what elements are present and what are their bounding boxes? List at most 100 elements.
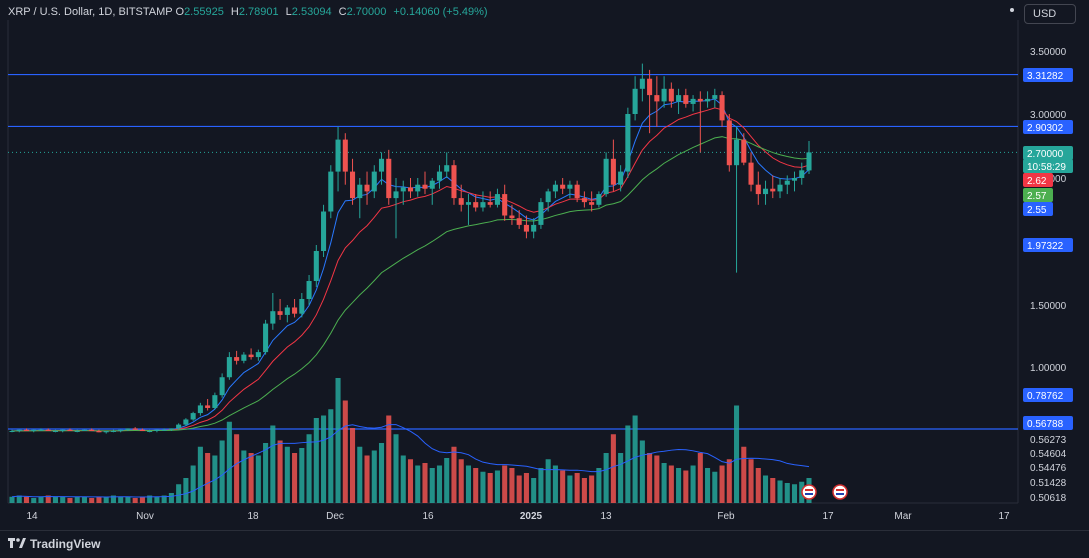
candle-body (168, 428, 174, 430)
volume-bar (364, 455, 370, 503)
price-label-text: 1.97322 (1027, 241, 1064, 252)
price-label-bg (1023, 159, 1073, 173)
volume-bar (139, 496, 145, 503)
volume-bar (791, 484, 798, 503)
price-label-text: 2.55 (1027, 205, 1047, 216)
tradingview-logo-icon (8, 538, 26, 548)
candle (74, 429, 80, 433)
candle-body (610, 158, 616, 185)
price-label-text: 0.56788 (1027, 419, 1064, 430)
flag-icon[interactable] (832, 484, 848, 500)
candle-body (697, 98, 703, 102)
tradingview-logo[interactable]: TradingView (8, 537, 100, 551)
candle (371, 165, 377, 199)
candle (791, 171, 798, 192)
flag-icon[interactable] (801, 484, 817, 500)
price-label-bg (1023, 173, 1053, 187)
volume-bar (176, 484, 182, 503)
price-label-badge: 0.78762 (1023, 388, 1073, 402)
candle-body (89, 429, 95, 431)
volume-bar (89, 498, 95, 503)
time-tick-label: Mar (894, 511, 912, 522)
candle-body (415, 184, 421, 192)
candle (183, 418, 189, 426)
volume-average-line (11, 424, 810, 498)
candle-body (755, 184, 761, 195)
volume-bar (618, 453, 624, 503)
volume-bar (574, 473, 580, 503)
candle-body (734, 139, 740, 166)
candle-body (748, 162, 754, 185)
candle (762, 180, 769, 205)
price-label-text: 2.62 (1027, 176, 1047, 187)
volume-bar (654, 455, 660, 503)
candle (132, 427, 138, 430)
candle-body (176, 424, 182, 429)
close-value: 2.70000 (346, 6, 387, 18)
price-label-text: 0.78762 (1027, 391, 1064, 402)
volume-bar (378, 443, 385, 503)
high-value: 2.78901 (238, 6, 279, 18)
volume-bar (748, 459, 754, 503)
low-value: 2.53094 (291, 6, 332, 18)
candle (480, 191, 486, 212)
open-label: O (175, 6, 185, 18)
candle-body (52, 431, 59, 432)
candle (516, 210, 522, 229)
candle (270, 293, 276, 330)
volume-bar (212, 455, 218, 503)
price-label-text: 2.90302 (1027, 123, 1064, 134)
candle-body (154, 429, 160, 431)
candle (436, 165, 443, 189)
price-tick-label: 1.50000 (1030, 301, 1067, 312)
candle (712, 88, 718, 108)
candle (784, 175, 790, 195)
volume-bar (451, 446, 457, 503)
candle (212, 392, 218, 410)
time-tick-label: 18 (247, 511, 259, 522)
candle-body (241, 354, 247, 361)
candle (734, 126, 740, 273)
volume-bar (190, 465, 196, 503)
candle-body (552, 184, 558, 192)
volume-bar (589, 475, 595, 503)
candle-body (560, 184, 566, 189)
more-dot-icon[interactable] (1010, 8, 1014, 12)
candle (777, 178, 783, 199)
candle-body (625, 114, 631, 172)
volume-bar (603, 453, 609, 503)
candle (415, 178, 421, 197)
candle (509, 204, 515, 225)
price-label-bg (1023, 388, 1073, 402)
candle (241, 352, 247, 364)
candle-body (719, 95, 725, 121)
high-label: H (230, 6, 239, 18)
candle (190, 411, 196, 421)
candle (473, 194, 479, 212)
volume-bar (647, 453, 653, 503)
volume-bar (38, 496, 44, 503)
volume-bar (328, 409, 334, 503)
flag-stripe (836, 493, 844, 495)
candle-body (45, 429, 51, 431)
currency-button[interactable]: USD (1024, 4, 1076, 24)
candle (342, 133, 348, 185)
candle (676, 88, 682, 114)
volume-bar (734, 405, 740, 503)
candle-body (226, 357, 232, 378)
candle-body (639, 78, 645, 89)
candle-body (661, 88, 667, 102)
symbol-title: XRP / U.S. Dollar, 1D, BITSTAMP (8, 6, 173, 18)
candle (589, 191, 595, 212)
candle (154, 429, 160, 433)
volume-bar (234, 434, 240, 503)
candle-body (342, 139, 348, 172)
candle (168, 428, 174, 431)
candle-body (190, 413, 196, 420)
candle (335, 126, 341, 192)
volume-bar (581, 478, 587, 503)
candle-body (494, 194, 500, 205)
volume-bar (147, 495, 153, 503)
